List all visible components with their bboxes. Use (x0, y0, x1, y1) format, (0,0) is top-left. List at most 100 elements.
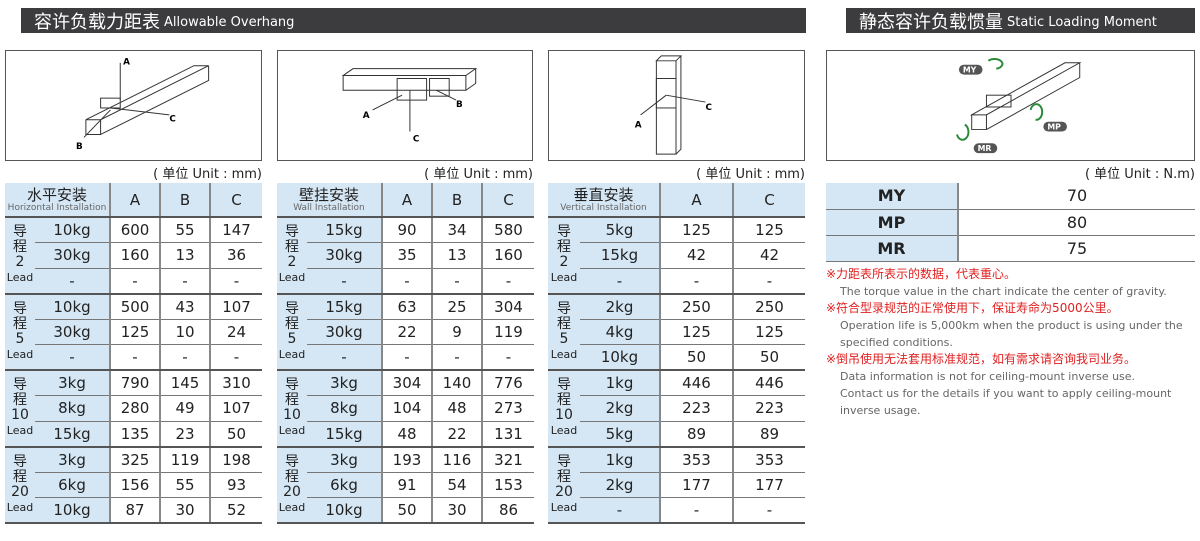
lead-label: Lead (278, 347, 306, 361)
value-cell: 25 (431, 293, 482, 320)
moment-value: 70 (957, 183, 1195, 210)
table-row: 6kg 91 54 153 (277, 472, 534, 498)
label-a: A (123, 58, 130, 68)
value-cell: - (431, 344, 482, 371)
value-cell: 24 (209, 319, 263, 345)
value-cell: - (209, 344, 263, 371)
lead-value: 20 (555, 483, 573, 500)
value-cell: 353 (732, 446, 805, 473)
lead-label: Lead (550, 347, 578, 361)
value-cell: 23 (159, 421, 211, 448)
value-cell: 50 (732, 344, 805, 371)
value-cell: 34 (431, 217, 482, 243)
note-cn: ※符合型录规范的正常使用下，保证寿命为5000公里。 (826, 301, 1119, 315)
value-cell: 250 (659, 293, 733, 320)
moment-label: MY (826, 183, 958, 210)
value-cell: 87 (109, 497, 161, 524)
label-my: MY (963, 66, 977, 75)
note-en: specified conditions. (840, 336, 953, 349)
load-cell: 10kg (307, 497, 382, 524)
value-cell: 353 (659, 446, 733, 473)
lead-cn: 程 (557, 392, 571, 409)
lead-value: 5 (559, 330, 569, 347)
lead-value: 2 (287, 254, 297, 271)
load-cell: 2kg (580, 472, 660, 498)
table-row: ---- (5, 268, 263, 295)
value-cell: 42 (659, 242, 733, 269)
lead-cn: 程 (557, 315, 571, 332)
value-cell: - (481, 268, 534, 295)
column-header-b: B (431, 183, 482, 218)
table-row: 5kg 89 89 (548, 421, 805, 448)
note-en: Operation life is 5,000km when the produ… (840, 319, 1183, 332)
note-en: inverse usage. (840, 404, 921, 417)
lead-group: 导程 2 Lead (548, 217, 580, 295)
table-row: 30kg 125 10 24 (5, 319, 263, 345)
installation-en: Wall Installation (293, 202, 365, 213)
value-cell: 22 (431, 421, 482, 448)
value-cell: 36 (209, 242, 263, 269)
value-cell: - (381, 268, 432, 295)
table-row: 15kg 135 23 50 (5, 421, 263, 448)
lead-value: 10 (11, 407, 29, 424)
lead-cn: 导 (557, 224, 571, 241)
load-cell: 1kg (580, 370, 660, 396)
load-cell: 3kg (35, 370, 111, 396)
unit-label: ( 单位 Unit : mm) (153, 167, 262, 182)
load-cell: - (307, 268, 382, 295)
lead-value: 5 (287, 330, 297, 347)
lead-cn: 导 (13, 377, 27, 394)
moment-diagram: MY MP MR (826, 50, 1195, 161)
value-cell: - (732, 268, 805, 295)
load-cell: 30kg (307, 242, 382, 269)
value-cell: 147 (209, 217, 263, 243)
vertical-diagram: A C (548, 50, 805, 161)
column-header-c: C (209, 183, 263, 218)
load-cell: 8kg (35, 395, 111, 422)
label-mr: MR (978, 144, 992, 153)
value-cell: 125 (659, 319, 733, 345)
lead-cn: 导 (557, 377, 571, 394)
table-row: 导程 20 Lead 3kg 193 116 321 (277, 446, 534, 524)
lead-cn: 导 (557, 300, 571, 317)
unit-label: ( 单位 Unit : mm) (696, 167, 805, 182)
load-cell: 30kg (35, 319, 111, 345)
value-cell: 304 (381, 370, 432, 396)
lead-cn: 程 (13, 315, 27, 332)
lead-group: 导程 2 Lead (5, 217, 35, 295)
wall-table: 壁挂安装 Wall Installation A B C 导程 2 Lead 15kg 90 34 5… (277, 183, 534, 524)
moment-row: MP 80 (826, 209, 1195, 236)
table-row: 10kg 87 30 52 (5, 497, 263, 524)
installation-cn: 壁挂安装 (298, 185, 359, 204)
value-cell: 177 (659, 472, 733, 498)
table-row: ---- (277, 344, 534, 371)
value-cell: 52 (209, 497, 263, 524)
lead-cn: 程 (557, 239, 571, 256)
value-cell: 125 (732, 217, 805, 243)
value-cell: 30 (431, 497, 482, 524)
value-cell: 49 (159, 395, 211, 422)
lead-label: Lead (6, 271, 34, 285)
value-cell: 198 (209, 446, 263, 473)
installation-header: 垂直安装 Vertical Installation (548, 183, 660, 218)
table-row: 导程 5 Lead 2kg 250 250 (548, 293, 805, 371)
moment-label: MR (826, 235, 958, 262)
value-cell: 600 (109, 217, 161, 243)
table-row: 4kg 125 125 (548, 319, 805, 345)
load-cell: - (580, 497, 660, 524)
lead-label: Lead (6, 347, 34, 361)
table-row: 8kg 104 48 273 (277, 395, 534, 422)
value-cell: 9 (431, 319, 482, 345)
value-cell: 107 (209, 293, 263, 320)
lead-cn: 导 (285, 377, 299, 394)
label-c: C (169, 115, 175, 125)
label-b: B (76, 142, 83, 152)
lead-label: Lead (550, 424, 578, 438)
lead-group: 导程 5 Lead (5, 293, 35, 371)
value-cell: 50 (659, 344, 733, 371)
lead-cn: 导 (285, 224, 299, 241)
value-cell: 325 (109, 446, 161, 473)
lead-cn: 导 (557, 453, 571, 470)
value-cell: - (659, 497, 733, 524)
load-cell: 15kg (307, 421, 382, 448)
